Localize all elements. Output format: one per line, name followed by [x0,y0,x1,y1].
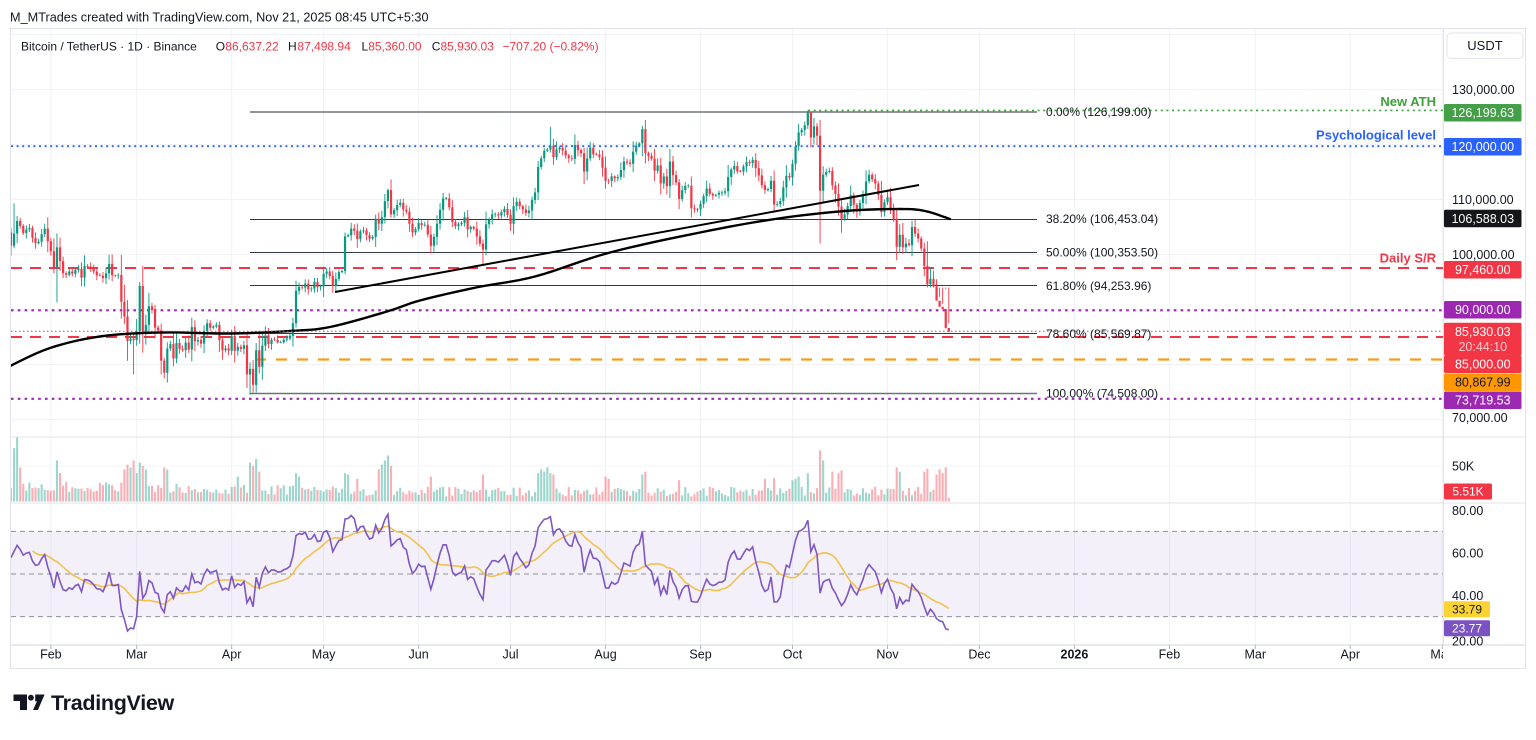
svg-text:5.51K: 5.51K [1452,485,1483,499]
svg-text:Feb: Feb [40,648,62,662]
svg-text:86,637.22: 86,637.22 [225,39,279,53]
svg-text:May: May [312,648,336,662]
svg-text:33.79: 33.79 [1452,602,1482,616]
svg-text:20.00: 20.00 [1452,634,1483,648]
svg-text:2026: 2026 [1061,648,1089,662]
svg-text:87,498.94: 87,498.94 [297,39,351,53]
svg-text:C: C [432,39,441,53]
svg-text:Aug: Aug [594,648,616,662]
svg-text:85,930.03: 85,930.03 [1455,325,1511,339]
svg-text:Sep: Sep [689,648,711,662]
svg-text:0.00% (126,199.00): 0.00% (126,199.00) [1046,105,1151,119]
svg-text:100.00% (74,508.00): 100.00% (74,508.00) [1046,387,1158,401]
svg-text:Dec: Dec [968,648,990,662]
svg-text:73,719.53: 73,719.53 [1455,394,1511,408]
svg-text:Daily S/R: Daily S/R [1380,251,1437,266]
svg-text:−707.20 (−0.82%): −707.20 (−0.82%) [503,39,599,53]
svg-text:23.77: 23.77 [1452,622,1482,636]
svg-text:H: H [288,39,297,53]
svg-text:110,000.00: 110,000.00 [1452,193,1514,207]
svg-text:Apr: Apr [222,648,241,662]
svg-text:Nov: Nov [876,648,899,662]
svg-text:78.60% (85,569.87): 78.60% (85,569.87) [1046,327,1151,341]
svg-text:Apr: Apr [1341,648,1360,662]
svg-text:97,460.00: 97,460.00 [1455,263,1511,277]
svg-text:Mar: Mar [1245,648,1267,662]
svg-text:80,867.99: 80,867.99 [1455,376,1511,390]
svg-text:20:44:10: 20:44:10 [1458,340,1507,354]
svg-text:61.80% (94,253.96): 61.80% (94,253.96) [1046,279,1151,293]
svg-text:40.00: 40.00 [1452,589,1483,603]
svg-text:TradingView: TradingView [51,691,175,715]
svg-text:M_MTrades created with Trading: M_MTrades created with TradingView.com, … [10,11,429,25]
svg-text:60.00: 60.00 [1452,547,1483,561]
svg-text:Feb: Feb [1159,648,1181,662]
svg-text:70,000.00: 70,000.00 [1452,411,1508,425]
svg-text:38.20% (106,453.04): 38.20% (106,453.04) [1046,212,1158,226]
svg-text:Mar: Mar [126,648,148,662]
svg-text:100,000.00: 100,000.00 [1452,248,1515,262]
svg-text:Psychological level: Psychological level [1316,128,1436,143]
svg-text:120,000.00: 120,000.00 [1451,140,1514,154]
svg-text:80.00: 80.00 [1452,504,1483,518]
svg-text:L: L [362,39,369,53]
svg-text:Jun: Jun [409,648,429,662]
svg-text:Bitcoin / TetherUS · 1D · Bina: Bitcoin / TetherUS · 1D · Binance [21,39,197,53]
svg-text:O: O [216,39,225,53]
svg-text:USDT: USDT [1467,38,1502,53]
svg-text:85,000.00: 85,000.00 [1455,358,1511,372]
svg-text:Oct: Oct [783,648,803,662]
svg-text:New ATH: New ATH [1380,94,1436,109]
svg-text:126,199.63: 126,199.63 [1451,106,1514,120]
svg-text:Jul: Jul [503,648,519,662]
svg-text:50.00% (100,353.50): 50.00% (100,353.50) [1046,246,1158,260]
svg-text:85,360.00: 85,360.00 [368,39,422,53]
svg-text:85,930.03: 85,930.03 [441,39,495,53]
svg-text:50K: 50K [1452,459,1475,473]
svg-text:106,588.03: 106,588.03 [1451,212,1514,226]
svg-text:May: May [1430,648,1454,662]
svg-text:130,000.00: 130,000.00 [1452,83,1515,97]
svg-text:90,000.00: 90,000.00 [1455,303,1511,317]
